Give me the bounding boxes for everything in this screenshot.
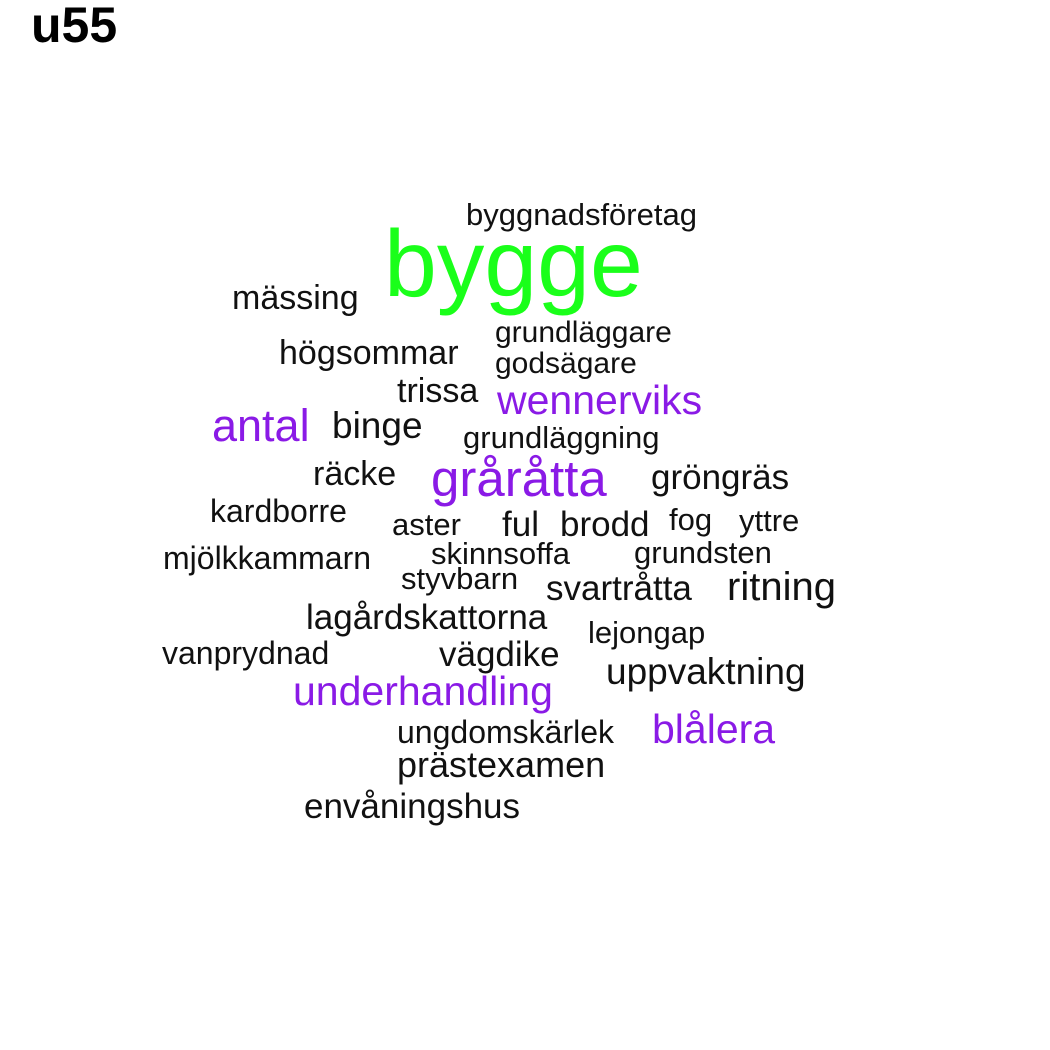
word-godsagare: godsägare (495, 347, 637, 380)
word-vagdike: vägdike (439, 635, 560, 674)
word-svartratta: svartråtta (546, 569, 692, 608)
word-kardborre: kardborre (210, 493, 347, 529)
word-racke: räcke (313, 455, 397, 493)
word-binge: binge (332, 405, 423, 446)
word-wennerviks: wennerviks (497, 377, 703, 423)
word-envaningshus: envåningshus (304, 787, 520, 826)
word-bygge: bygge (384, 211, 643, 317)
word-lagardskattorna: lagårdskattorna (306, 598, 548, 637)
word-prastexamen: prästexamen (397, 744, 606, 785)
word-vanprydnad: vanprydnad (162, 635, 330, 671)
word-aster: aster (392, 507, 461, 542)
word-uppvaktning: uppvaktning (606, 651, 806, 692)
word-underhandling: underhandling (293, 668, 553, 714)
word-grundsten: grundsten (634, 535, 772, 570)
word-byggnadsforetag: byggnadsföretag (466, 197, 697, 232)
word-massing: mässing (232, 279, 359, 317)
word-brodd: brodd (560, 505, 650, 544)
word-ungdomskarlek: ungdomskärlek (397, 714, 614, 750)
word-ritning: ritning (727, 565, 836, 609)
word-trissa: trissa (397, 372, 479, 410)
word-graratta: gråråtta (431, 450, 607, 507)
word-grongras: gröngräs (651, 458, 790, 497)
page-title: u55 (31, 0, 118, 53)
word-grundlaggare: grundläggare (495, 316, 672, 349)
word-styvbarn: styvbarn (401, 561, 519, 596)
word-mjolkkammarn: mjölkkammarn (163, 540, 372, 576)
word-hogsommar: högsommar (279, 334, 459, 372)
word-yttre: yttre (739, 503, 800, 538)
word-blalera: blålera (652, 706, 776, 752)
word-lejongap: lejongap (588, 615, 706, 650)
word-skinnsoffa: skinnsoffa (431, 536, 571, 571)
word-antal: antal (212, 400, 310, 451)
word-fog: fog (669, 502, 713, 537)
word-grundlaggning: grundläggning (463, 420, 660, 455)
word-ful: ful (502, 505, 539, 544)
